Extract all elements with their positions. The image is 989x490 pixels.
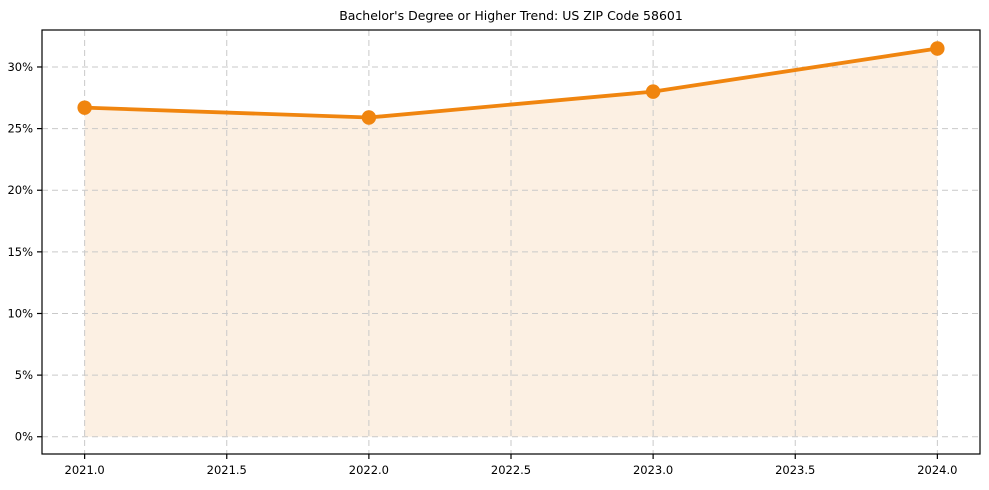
data-point-marker: [77, 100, 92, 115]
x-tick-label: 2022.0: [349, 463, 389, 477]
y-tick-label: 30%: [7, 60, 33, 74]
x-tick-label: 2021.0: [65, 463, 105, 477]
x-tick-label: 2023.5: [775, 463, 815, 477]
x-tick-label: 2021.5: [207, 463, 247, 477]
x-tick-label: 2023.0: [633, 463, 673, 477]
y-tick-label: 5%: [15, 368, 33, 382]
y-tick-label: 20%: [7, 183, 33, 197]
data-point-marker: [361, 110, 377, 125]
data-point-marker: [930, 41, 945, 56]
data-point-marker: [645, 84, 661, 99]
y-tick-label: 15%: [7, 245, 33, 259]
x-tick-label: 2024.0: [917, 463, 957, 477]
y-tick-label: 0%: [15, 430, 33, 444]
x-tick-label: 2022.5: [491, 463, 531, 477]
chart-title: Bachelor's Degree or Higher Trend: US ZI…: [339, 8, 683, 23]
trend-line: [82, 46, 940, 120]
y-tick-label: 10%: [7, 306, 33, 320]
y-tick-label: 25%: [7, 122, 33, 136]
